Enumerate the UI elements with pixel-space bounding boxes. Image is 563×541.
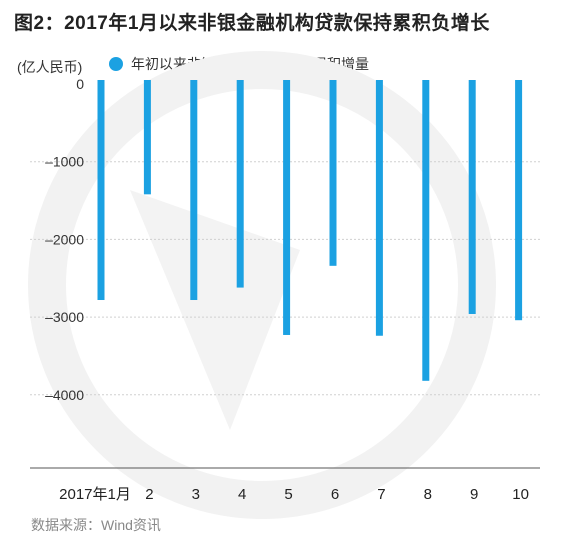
bar xyxy=(515,80,523,321)
bar xyxy=(143,80,151,195)
bar xyxy=(468,80,476,314)
x-axis-ticks: 2017年1月 2 3 4 5 6 7 8 9 10 xyxy=(59,486,529,503)
bar xyxy=(329,80,337,266)
bar xyxy=(190,80,198,301)
y-tick-label: –1000 xyxy=(45,154,84,170)
chart-title: 图2：2017年1月以来非银金融机构贷款保持累积负增长 xyxy=(14,13,490,34)
y-tick-label: 0 xyxy=(76,76,84,92)
x-tick-label: 10 xyxy=(512,486,529,503)
gridlines xyxy=(30,161,540,396)
bar xyxy=(236,80,244,288)
data-source: 数据来源：Wind资讯 xyxy=(31,517,161,533)
y-tick-label: –3000 xyxy=(45,309,84,325)
x-tick-label: 3 xyxy=(192,486,200,503)
y-axis-ticks: 0 –1000 –2000 –3000 –4000 xyxy=(45,76,84,403)
watermark xyxy=(28,51,496,519)
x-tick-label: 4 xyxy=(238,486,246,503)
bar xyxy=(97,80,105,301)
x-tick-label: 8 xyxy=(424,486,432,503)
bars xyxy=(97,80,523,381)
y-tick-label: –4000 xyxy=(45,387,84,403)
legend-swatch xyxy=(109,57,123,71)
bar xyxy=(422,80,430,381)
y-tick-label: –2000 xyxy=(45,231,84,247)
x-tick-label: 5 xyxy=(284,486,292,503)
x-tick-label: 9 xyxy=(470,486,478,503)
bar xyxy=(283,80,291,335)
x-tick-label: 2017年1月 xyxy=(59,486,131,503)
y-axis-unit-label: (亿人民币) xyxy=(17,59,83,75)
x-tick-label: 7 xyxy=(377,486,385,503)
x-tick-label: 6 xyxy=(331,486,339,503)
x-tick-label: 2 xyxy=(145,486,153,503)
bar xyxy=(375,80,383,336)
